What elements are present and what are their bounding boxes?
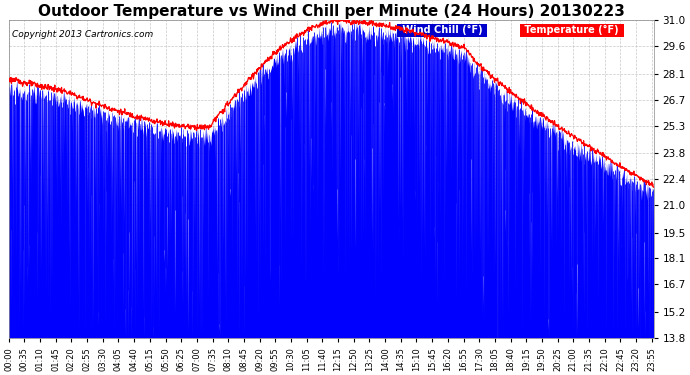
- Title: Outdoor Temperature vs Wind Chill per Minute (24 Hours) 20130223: Outdoor Temperature vs Wind Chill per Mi…: [38, 4, 624, 19]
- Text: Temperature (°F): Temperature (°F): [522, 25, 622, 35]
- Text: Copyright 2013 Cartronics.com: Copyright 2013 Cartronics.com: [12, 30, 153, 39]
- Text: Wind Chill (°F): Wind Chill (°F): [399, 25, 486, 35]
